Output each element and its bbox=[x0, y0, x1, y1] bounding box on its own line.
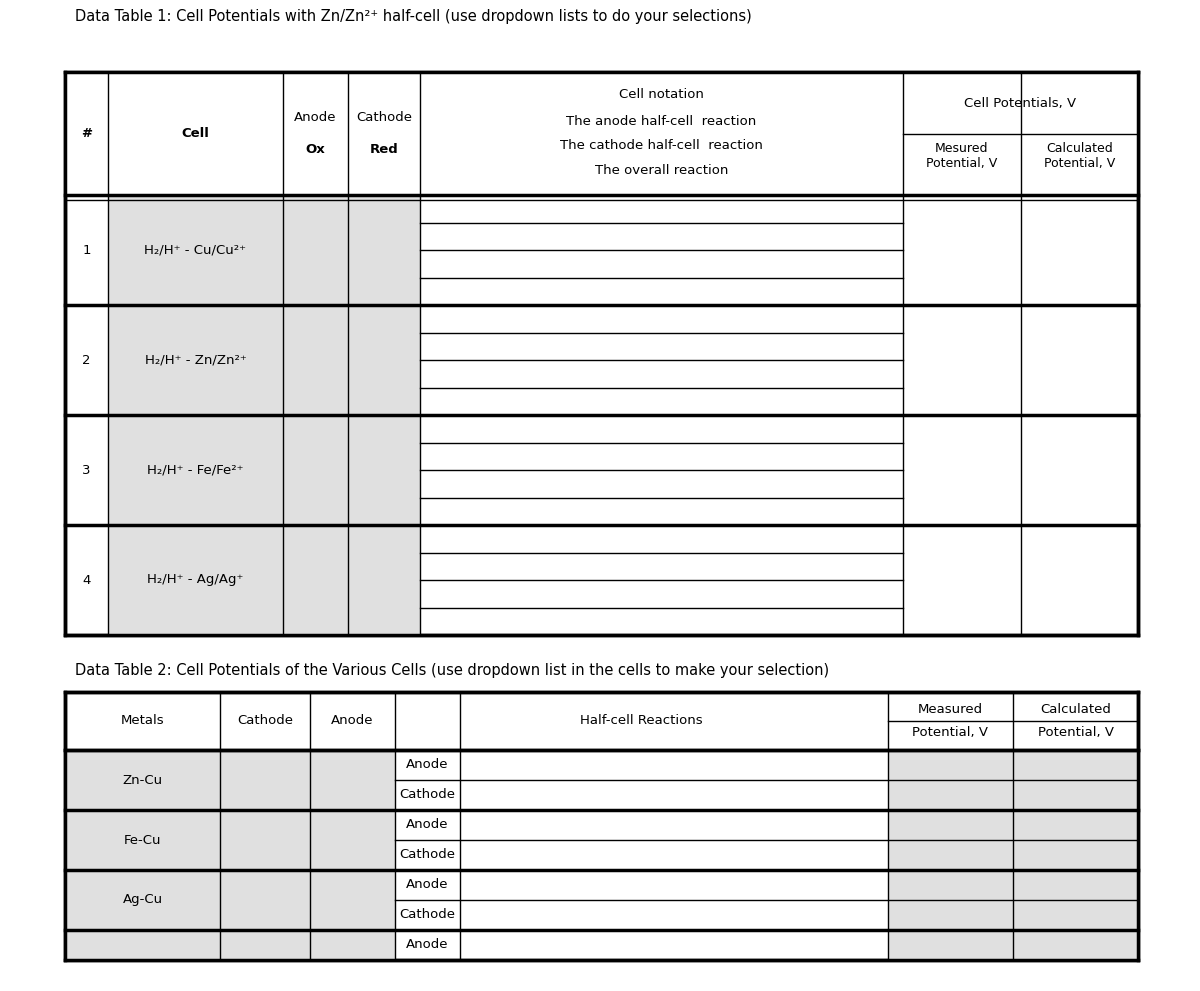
Text: Anode: Anode bbox=[407, 938, 449, 951]
Bar bbox=[65, 72, 1138, 635]
Bar bbox=[65, 870, 395, 930]
Text: 2: 2 bbox=[83, 354, 91, 367]
Bar bbox=[108, 525, 420, 635]
Bar bbox=[108, 305, 420, 415]
Text: Calculated: Calculated bbox=[1040, 703, 1111, 716]
Bar bbox=[888, 810, 1138, 870]
Text: Red: Red bbox=[370, 143, 398, 156]
Text: Fe-Cu: Fe-Cu bbox=[124, 833, 161, 846]
Text: Potential, V: Potential, V bbox=[1038, 726, 1114, 739]
Text: Cathode: Cathode bbox=[400, 789, 456, 802]
Bar bbox=[65, 72, 1138, 195]
Text: Cell: Cell bbox=[181, 127, 210, 140]
Text: Mesured
Potential, V: Mesured Potential, V bbox=[926, 142, 997, 169]
Text: Ag-Cu: Ag-Cu bbox=[122, 894, 162, 907]
Text: Measured: Measured bbox=[918, 703, 983, 716]
Text: The cathode half-cell  reaction: The cathode half-cell reaction bbox=[560, 140, 763, 153]
Text: Potential, V: Potential, V bbox=[912, 726, 989, 739]
Bar bbox=[108, 415, 420, 525]
Text: The anode half-cell  reaction: The anode half-cell reaction bbox=[566, 115, 757, 128]
Text: Half-cell Reactions: Half-cell Reactions bbox=[580, 715, 703, 727]
Bar bbox=[65, 750, 395, 810]
Text: H₂/H⁺ - Fe/Fe²⁺: H₂/H⁺ - Fe/Fe²⁺ bbox=[148, 464, 244, 477]
Bar bbox=[888, 870, 1138, 930]
Bar bbox=[888, 750, 1138, 810]
Text: Data Table 2: Cell Potentials of the Various Cells (use dropdown list in the cel: Data Table 2: Cell Potentials of the Var… bbox=[74, 663, 829, 678]
Text: H₂/H⁺ - Ag/Ag⁺: H₂/H⁺ - Ag/Ag⁺ bbox=[148, 574, 244, 587]
Text: Ox: Ox bbox=[306, 143, 325, 156]
Text: H₂/H⁺ - Cu/Cu²⁺: H₂/H⁺ - Cu/Cu²⁺ bbox=[144, 244, 246, 257]
Text: Cathode: Cathode bbox=[400, 909, 456, 922]
Text: Cell Potentials, V: Cell Potentials, V bbox=[965, 97, 1076, 110]
Bar bbox=[65, 692, 1138, 960]
Text: Metals: Metals bbox=[121, 715, 164, 727]
Text: Cell notation: Cell notation bbox=[619, 87, 704, 101]
Text: Anode: Anode bbox=[331, 715, 373, 727]
Text: 3: 3 bbox=[83, 464, 91, 477]
Text: Cathode: Cathode bbox=[238, 715, 293, 727]
Text: #: # bbox=[82, 127, 92, 140]
Text: The overall reaction: The overall reaction bbox=[595, 164, 728, 177]
Text: H₂/H⁺ - Zn/Zn²⁺: H₂/H⁺ - Zn/Zn²⁺ bbox=[145, 354, 246, 367]
Text: Anode: Anode bbox=[407, 758, 449, 772]
Bar bbox=[65, 810, 395, 870]
Bar bbox=[108, 195, 420, 305]
Text: Zn-Cu: Zn-Cu bbox=[122, 774, 162, 787]
Text: Anode: Anode bbox=[407, 819, 449, 831]
Bar bbox=[65, 930, 395, 960]
Text: Anode: Anode bbox=[294, 111, 337, 124]
Text: Cathode: Cathode bbox=[400, 848, 456, 861]
Text: Anode: Anode bbox=[407, 878, 449, 892]
Bar bbox=[888, 930, 1138, 960]
Text: Calculated
Potential, V: Calculated Potential, V bbox=[1044, 142, 1115, 169]
Text: Cathode: Cathode bbox=[356, 111, 412, 124]
Text: 1: 1 bbox=[83, 244, 91, 257]
Text: Data Table 1: Cell Potentials with Zn/Zn²⁺ half-cell (use dropdown lists to do y: Data Table 1: Cell Potentials with Zn/Zn… bbox=[74, 9, 751, 24]
Text: 4: 4 bbox=[83, 574, 91, 587]
